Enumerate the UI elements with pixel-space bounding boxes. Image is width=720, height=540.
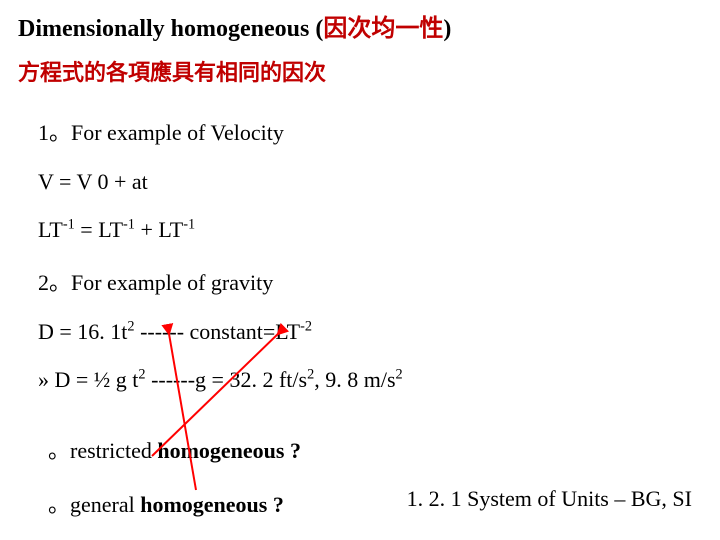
q2-pre: 。general [48, 492, 140, 517]
l5a: D = 16. 1t [38, 319, 127, 344]
l3e: + LT [135, 217, 183, 242]
page-title: Dimensionally homogeneous (因次均一性) [18, 8, 702, 43]
l6b: 2 [138, 367, 145, 383]
line-4: 2。For example of gravity [38, 265, 702, 297]
line-6: » D = ½ g t2 ------g = 32. 2 ft/s2, 9. 8… [38, 367, 702, 393]
title-part1: Dimensionally homogeneous ( [18, 16, 323, 42]
l3b: -1 [63, 217, 75, 233]
title-part3: ) [443, 16, 451, 42]
l6c: ------g = 32. 2 ft/s [146, 367, 307, 392]
q1-pre: 。restricted [48, 438, 157, 463]
l5d: -2 [300, 319, 312, 335]
line-5: D = 16. 1t2 ------ constant=LT-2 [38, 319, 702, 345]
slide-page: Dimensionally homogeneous (因次均一性) 方程式的各項… [0, 0, 720, 540]
l3f: -1 [183, 217, 195, 233]
l6f: 2 [396, 367, 403, 383]
q1-bold: homogeneous ? [157, 438, 301, 463]
l6a: » D = ½ g t [38, 367, 138, 392]
footer-text: 1. 2. 1 System of Units – BG, SI [407, 486, 692, 512]
l5b: 2 [127, 319, 134, 335]
question-1: 。restricted homogeneous ? [48, 433, 702, 465]
title-red: 因次均一性 [323, 16, 443, 42]
l5c: ------ constant=LT [135, 319, 301, 344]
l3d: -1 [123, 217, 135, 233]
l3c: = LT [75, 217, 123, 242]
arrow-2 [168, 328, 196, 490]
line-1: 1。For example of Velocity [38, 115, 702, 147]
subtitle: 方程式的各項應具有相同的因次 [18, 55, 702, 87]
q2-bold: homogeneous ? [140, 492, 284, 517]
line-2: V = V 0 + at [38, 169, 702, 195]
line-3: LT-1 = LT-1 + LT-1 [38, 217, 702, 243]
l6e: , 9. 8 m/s [314, 367, 395, 392]
l3a: LT [38, 217, 63, 242]
